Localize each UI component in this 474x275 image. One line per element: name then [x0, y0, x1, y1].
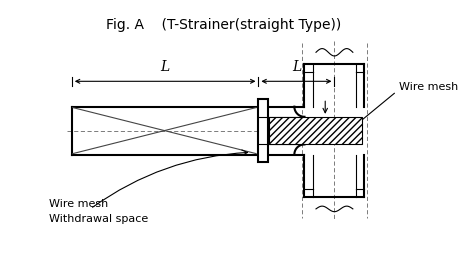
Text: Withdrawal space: Withdrawal space [49, 214, 148, 224]
Bar [258, 99, 268, 162]
Text: Fig. A    (T-Strainer(straight Type)): Fig. A (T-Strainer(straight Type)) [106, 18, 341, 32]
Text: L: L [292, 60, 301, 75]
Text: Wire mesh: Wire mesh [49, 199, 108, 209]
Text: Wire mesh: Wire mesh [399, 82, 458, 92]
Text: L: L [161, 60, 170, 75]
Bar [269, 117, 362, 144]
